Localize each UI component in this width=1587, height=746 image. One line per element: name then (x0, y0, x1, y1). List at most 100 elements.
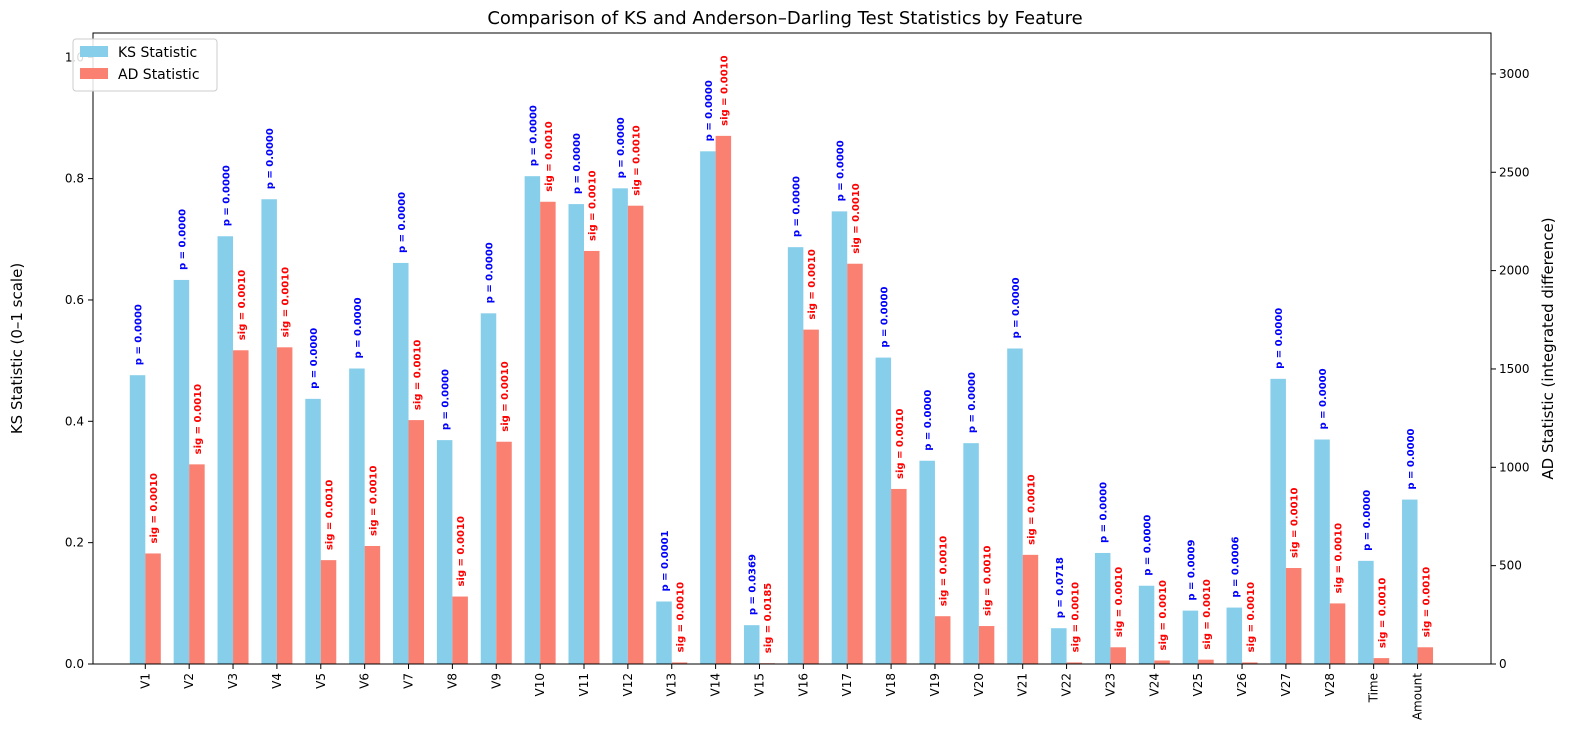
ad-sig-label-v22: sig = 0.0010 (1070, 582, 1081, 653)
ks-bar-v2 (173, 279, 190, 664)
ks-pvalue-label-v23: p = 0.0000 (1099, 482, 1110, 543)
x-tick-label-v21: V21 (1016, 673, 1030, 696)
legend-swatch-ad-statistic (80, 68, 108, 79)
ad-bar-v22 (1066, 662, 1083, 664)
ks-bar-v14 (700, 151, 716, 664)
y-tick-label-right-2000: 2000 (1499, 264, 1530, 278)
ad-sig-label-v4: sig = 0.0010 (281, 267, 292, 338)
ks-pvalue-label-v10: p = 0.0000 (528, 105, 539, 166)
ks-bar-v16 (787, 247, 804, 664)
x-tick-label-v20: V20 (972, 673, 986, 696)
x-tick-label-v11: V11 (577, 673, 591, 696)
x-tick-label-v1: V1 (138, 673, 152, 689)
ad-bar-v14 (715, 135, 732, 664)
y-axis-label-right: AD Statistic (integrated difference) (1539, 217, 1557, 479)
x-tick-label-v25: V25 (1191, 673, 1205, 696)
ad-bar-v6 (364, 545, 381, 664)
ks-bar-v17 (831, 211, 848, 664)
ks-pvalue-label-v9: p = 0.0000 (485, 242, 496, 303)
x-tick-label-v2: V2 (182, 673, 196, 689)
ad-sig-label-v21: sig = 0.0010 (1026, 474, 1037, 545)
ad-bar-v10 (540, 201, 556, 665)
ks-pvalue-label-v1: p = 0.0000 (134, 304, 145, 365)
x-tick-label-v24: V24 (1147, 673, 1161, 696)
ks-bar-v5 (305, 398, 321, 664)
ad-bar-v18 (891, 488, 907, 664)
x-tick-label-v13: V13 (665, 673, 679, 696)
ks-bar-v22 (1051, 628, 1067, 664)
ks-bar-v23 (1094, 552, 1111, 664)
ad-bar-v12 (627, 205, 644, 664)
ks-pvalue-label-v6: p = 0.0000 (353, 297, 364, 358)
ks-pvalue-label-v8: p = 0.0000 (441, 369, 452, 430)
x-tick-label-v17: V17 (840, 673, 854, 696)
ks-pvalue-label-v13: p = 0.0001 (660, 530, 671, 591)
ad-sig-label-v6: sig = 0.0010 (368, 465, 379, 536)
ad-sig-label-v10: sig = 0.0010 (544, 121, 555, 192)
ks-pvalue-label-v14: p = 0.0000 (704, 80, 715, 141)
ks-pvalue-label-v7: p = 0.0000 (397, 192, 408, 253)
ad-bar-v26 (1242, 662, 1258, 664)
x-tick-label-v15: V15 (752, 673, 766, 696)
y-tick-label-right-2500: 2500 (1499, 165, 1530, 179)
ad-bar-v17 (847, 263, 863, 664)
legend-label-ks-statistic: KS Statistic (118, 45, 197, 61)
ad-sig-label-v18: sig = 0.0010 (895, 408, 906, 479)
y-tick-label-left-0-6: 0.6 (65, 293, 84, 307)
ks-bar-v28 (1314, 439, 1330, 664)
ad-sig-label-v28: sig = 0.0010 (1334, 523, 1345, 594)
ks-bar-v3 (217, 236, 234, 664)
ks-pvalue-label-v12: p = 0.0000 (616, 117, 627, 178)
ks-pvalue-label-v2: p = 0.0000 (177, 209, 188, 270)
ad-sig-label-v3: sig = 0.0010 (237, 270, 248, 341)
ad-bar-v25 (1198, 659, 1214, 664)
ad-bar-v20 (978, 626, 995, 664)
x-tick-label-v4: V4 (270, 673, 284, 689)
ks-pvalue-label-v4: p = 0.0000 (265, 128, 276, 189)
x-tick-label-amount: Amount (1411, 673, 1425, 720)
ad-bar-v21 (1022, 554, 1039, 664)
ad-sig-label-v24: sig = 0.0010 (1158, 580, 1169, 651)
ks-bar-v8 (436, 440, 453, 664)
ks-bar-v20 (963, 443, 979, 664)
axes-group: V1 V2 V3 V4 V5 V6 V7 V8 V9 V10 V11 V12 V13 V14 V15 V16 V… (65, 32, 1530, 720)
y-tick-label-right-1000: 1000 (1499, 460, 1530, 474)
ad-sig-label-v19: sig = 0.0010 (939, 536, 950, 607)
ks-pvalue-label-v26: p = 0.0006 (1230, 536, 1241, 597)
x-tick-label-v6: V6 (358, 673, 372, 689)
ad-bar-amount (1417, 647, 1434, 664)
ks-pvalue-label-v24: p = 0.0000 (1143, 515, 1154, 576)
ad-bar-v23 (1110, 647, 1126, 664)
ad-sig-label-v23: sig = 0.0010 (1114, 567, 1125, 638)
ks-bar-v21 (1007, 348, 1023, 664)
ad-bar-v2 (189, 464, 205, 664)
y-tick-label-left-0-0: 0.0 (65, 657, 84, 671)
ks-pvalue-label-v20: p = 0.0000 (967, 372, 978, 433)
ad-sig-label-v14: sig = 0.0010 (719, 55, 730, 126)
legend-label-ad-statistic: AD Statistic (118, 67, 200, 83)
x-tick-label-v7: V7 (402, 673, 416, 689)
y-tick-label-left-0-4: 0.4 (65, 414, 84, 428)
x-tick-label-v5: V5 (314, 673, 328, 689)
ad-sig-label-v1: sig = 0.0010 (149, 473, 160, 544)
ks-bar-v24 (1138, 585, 1155, 664)
annotation-group: p = 0.0000 sig = 0.0010 p = 0.0000 sig = 0.… (134, 55, 1433, 653)
bar-group (129, 135, 1434, 665)
ks-bar-v18 (875, 357, 892, 664)
ks-bar-v11 (568, 204, 584, 664)
x-tick-label-v19: V19 (928, 673, 942, 696)
ks-pvalue-label-v25: p = 0.0009 (1186, 539, 1197, 600)
x-tick-label-v12: V12 (621, 673, 635, 696)
ad-sig-label-v11: sig = 0.0010 (588, 170, 599, 241)
ad-bar-v16 (803, 329, 819, 664)
ad-bar-v5 (320, 560, 337, 664)
ad-bar-v8 (452, 596, 468, 664)
x-tick-label-v16: V16 (796, 673, 810, 696)
plot-frame (92, 32, 1492, 665)
ks-pvalue-label-v22: p = 0.0718 (1055, 557, 1066, 618)
ks-bar-v10 (524, 176, 541, 664)
ks-bar-time (1358, 560, 1374, 664)
x-tick-label-v23: V23 (1103, 673, 1117, 696)
ad-sig-label-v12: sig = 0.0010 (632, 125, 643, 196)
ad-bar-v28 (1329, 603, 1346, 664)
